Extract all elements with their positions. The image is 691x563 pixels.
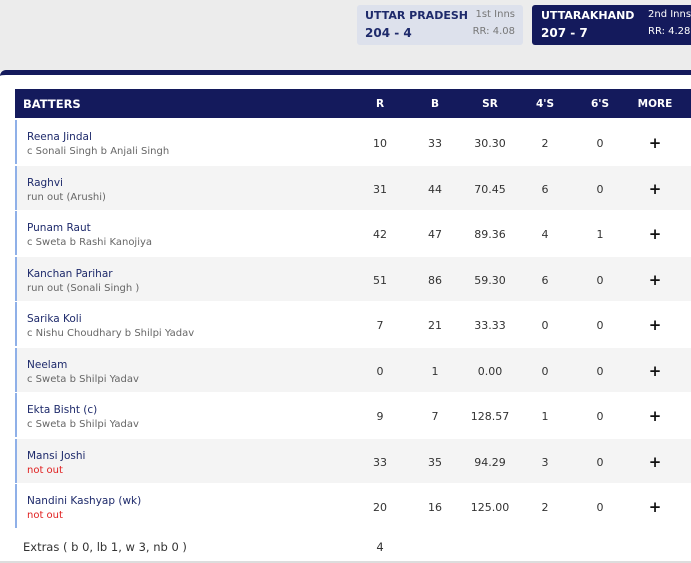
extras-label: Extras ( b 0, lb 1, w 3, nb 0 )	[23, 540, 187, 554]
dismissal: c Sweta b Rashi Kanojiya	[27, 237, 152, 248]
batter-name[interactable]: Sarika Koli	[27, 313, 82, 325]
stat: 33.33	[460, 319, 520, 332]
stat: 42	[350, 228, 410, 241]
stat: 7	[405, 410, 465, 423]
stat: 10	[350, 137, 410, 150]
stat: 30.30	[460, 137, 520, 150]
innings: 1st Inns	[475, 9, 515, 20]
stat: 0	[570, 410, 630, 423]
stat: 6	[515, 183, 575, 196]
dismissal: run out (Arushi)	[27, 192, 106, 203]
team-name: UTTARAKHAND	[541, 9, 634, 22]
team-card[interactable]: UTTAR PRADESH 1st Inns 204 - 4 RR: 4.08	[357, 5, 523, 45]
stat: 86	[405, 274, 465, 287]
stat: 0	[570, 137, 630, 150]
more-button[interactable]: +	[647, 498, 663, 516]
header-batters: BATTERS	[23, 97, 81, 111]
stat: 16	[405, 501, 465, 514]
stat: 21	[405, 319, 465, 332]
dismissal: not out	[27, 510, 63, 521]
stat: 0	[570, 274, 630, 287]
stat: 0	[515, 319, 575, 332]
stat: 2	[515, 501, 575, 514]
dismissal: not out	[27, 465, 63, 476]
more-button[interactable]: +	[647, 134, 663, 152]
stat: 9	[350, 410, 410, 423]
stat: 59.30	[460, 274, 520, 287]
more-button[interactable]: +	[647, 362, 663, 380]
innings: 2nd Inns	[648, 9, 691, 20]
batter-name[interactable]: Punam Raut	[27, 222, 91, 234]
more-button[interactable]: +	[647, 407, 663, 425]
score: 207 - 7	[541, 26, 588, 40]
stat: 20	[350, 501, 410, 514]
stat: 31	[350, 183, 410, 196]
stat: 0	[570, 319, 630, 332]
more-button[interactable]: +	[647, 225, 663, 243]
stat: 7	[350, 319, 410, 332]
batter-name[interactable]: Neelam	[27, 359, 67, 371]
stat: 94.29	[460, 456, 520, 469]
team-name: UTTAR PRADESH	[365, 9, 468, 22]
stat: 51	[350, 274, 410, 287]
dismissal: c Nishu Choudhary b Shilpi Yadav	[27, 328, 194, 339]
stat: 89.36	[460, 228, 520, 241]
batter-name[interactable]: Kanchan Parihar	[27, 268, 113, 280]
stat: 128.57	[460, 410, 520, 423]
dismissal: c Sweta b Shilpi Yadav	[27, 374, 139, 385]
stat: 0	[570, 183, 630, 196]
more-button[interactable]: +	[647, 180, 663, 198]
header-cell: 6'S	[570, 98, 630, 110]
dismissal: c Sweta b Shilpi Yadav	[27, 419, 139, 430]
run-rate: RR: 4.08	[473, 26, 515, 37]
stat: 0.00	[460, 365, 520, 378]
header-cell: 4'S	[515, 98, 575, 110]
batter-name[interactable]: Mansi Joshi	[27, 450, 85, 462]
stat: 1	[515, 410, 575, 423]
extras-value: 4	[350, 540, 410, 554]
dismissal: run out (Sonali Singh )	[27, 283, 139, 294]
stat: 47	[405, 228, 465, 241]
stat: 33	[350, 456, 410, 469]
more-button[interactable]: +	[647, 271, 663, 289]
run-rate: RR: 4.28	[648, 26, 690, 37]
stat: 1	[570, 228, 630, 241]
stat: 0	[515, 365, 575, 378]
batter-name[interactable]: Ekta Bisht (c)	[27, 404, 97, 416]
stat: 33	[405, 137, 465, 150]
header-cell: MORE	[625, 98, 685, 110]
score: 204 - 4	[365, 26, 412, 40]
stat: 70.45	[460, 183, 520, 196]
stat: 0	[350, 365, 410, 378]
stat: 0	[570, 501, 630, 514]
batter-name[interactable]: Reena Jindal	[27, 131, 92, 143]
stat: 3	[515, 456, 575, 469]
batter-name[interactable]: Raghvi	[27, 177, 63, 189]
stat: 44	[405, 183, 465, 196]
header-cell: R	[350, 98, 410, 110]
header-cell: SR	[460, 98, 520, 110]
stat: 0	[570, 365, 630, 378]
more-button[interactable]: +	[647, 453, 663, 471]
stat: 6	[515, 274, 575, 287]
more-button[interactable]: +	[647, 316, 663, 334]
stat: 1	[405, 365, 465, 378]
header-cell: B	[405, 98, 465, 110]
stat: 0	[570, 456, 630, 469]
batter-name[interactable]: Nandini Kashyap (wk)	[27, 495, 141, 507]
stat: 35	[405, 456, 465, 469]
dismissal: c Sonali Singh b Anjali Singh	[27, 146, 169, 157]
stat: 4	[515, 228, 575, 241]
stat: 2	[515, 137, 575, 150]
team-card[interactable]: UTTARAKHAND 2nd Inns 207 - 7 RR: 4.28	[532, 5, 691, 45]
stat: 125.00	[460, 501, 520, 514]
